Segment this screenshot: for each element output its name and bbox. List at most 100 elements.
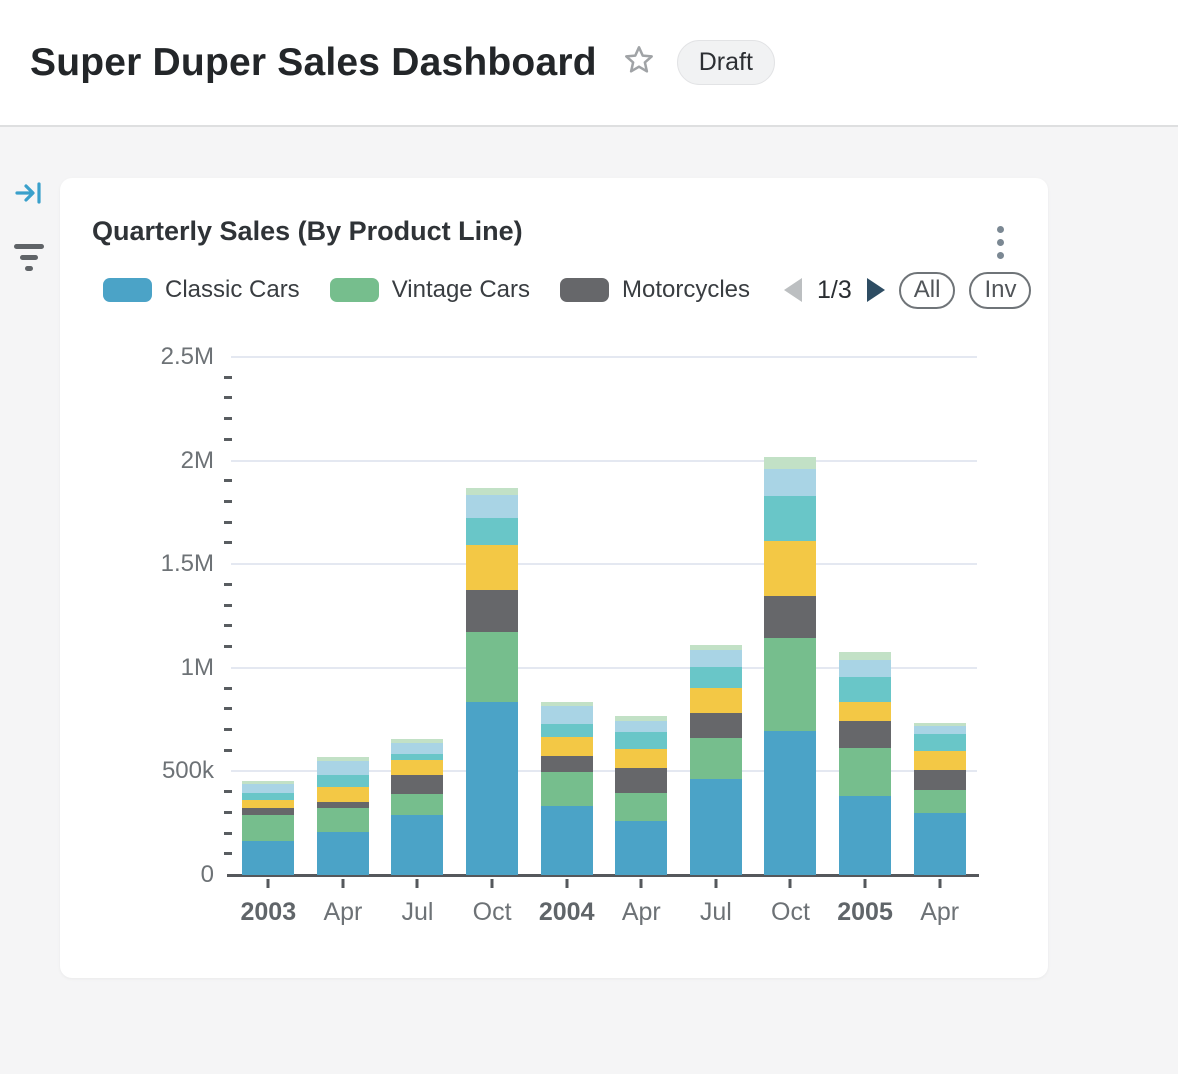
favorite-button[interactable] xyxy=(623,44,655,81)
bar-segment[interactable] xyxy=(466,518,519,545)
bar-segment[interactable] xyxy=(391,754,444,760)
bar-segment[interactable] xyxy=(242,807,295,815)
legend-invert-button[interactable]: Inv xyxy=(969,271,1032,309)
bar-segment[interactable] xyxy=(391,814,444,875)
bar-segment[interactable] xyxy=(540,772,593,806)
bar-segment[interactable] xyxy=(242,783,295,794)
bar-segment[interactable] xyxy=(316,801,369,809)
bar-segment[interactable] xyxy=(391,742,444,755)
bar-segment[interactable] xyxy=(316,760,369,776)
bar-segment[interactable] xyxy=(839,659,892,678)
legend-item-classic-cars[interactable]: Classic Cars xyxy=(103,276,300,304)
bar-segment[interactable] xyxy=(540,723,593,738)
legend-item-vintage-cars[interactable]: Vintage Cars xyxy=(329,276,530,304)
bar-segment[interactable] xyxy=(242,799,295,808)
y-axis-minor-tick xyxy=(224,624,232,628)
bar-segment[interactable] xyxy=(540,737,593,756)
bar-segment[interactable] xyxy=(913,734,966,751)
bar-segment[interactable] xyxy=(391,775,444,795)
bar-segment[interactable] xyxy=(764,638,817,731)
legend-prev-page-icon[interactable] xyxy=(784,278,803,302)
card-menu-button[interactable] xyxy=(993,222,1008,263)
bar-segment[interactable] xyxy=(689,649,742,668)
x-axis-tick xyxy=(266,879,270,888)
bar-segment[interactable] xyxy=(242,780,295,784)
bar-segment[interactable] xyxy=(839,702,892,721)
bar-segment[interactable] xyxy=(540,805,593,875)
bar-group: Apr xyxy=(306,357,381,926)
bar-segment[interactable] xyxy=(839,748,892,796)
bar-segment[interactable] xyxy=(764,541,817,596)
x-axis-tick xyxy=(938,879,942,888)
bar-segment[interactable] xyxy=(839,652,892,660)
bar-groups: 2003 Apr Jul Oct 2004 Apr Jul Oct 2005 Apr xyxy=(231,357,977,926)
legend-item-motorcycles[interactable]: Motorcycles xyxy=(560,276,750,304)
bar-segment[interactable] xyxy=(913,813,966,875)
bar-segment[interactable] xyxy=(316,831,369,875)
bar-segment[interactable] xyxy=(540,705,593,724)
bar-segment[interactable] xyxy=(391,738,444,743)
bar-segment[interactable] xyxy=(615,793,668,821)
bar-segment[interactable] xyxy=(839,677,892,703)
bar-segment[interactable] xyxy=(316,808,369,832)
stacked-bar xyxy=(466,488,519,875)
bar-segment[interactable] xyxy=(615,731,668,750)
bar-segment[interactable] xyxy=(242,814,295,841)
bar-segment[interactable] xyxy=(466,631,519,702)
bar-segment[interactable] xyxy=(615,749,668,769)
bar-segment[interactable] xyxy=(689,778,742,875)
bar-segment[interactable] xyxy=(615,820,668,875)
bar-segment[interactable] xyxy=(839,720,892,749)
bar-segment[interactable] xyxy=(316,756,369,761)
bar-segment[interactable] xyxy=(913,769,966,790)
collapse-sidebar-button[interactable] xyxy=(0,175,58,215)
legend-page-indicator: 1/3 xyxy=(817,275,852,304)
y-axis-minor-tick xyxy=(224,852,232,856)
bar-segment[interactable] xyxy=(913,789,966,814)
bar-segment[interactable] xyxy=(242,840,295,875)
bar-segment[interactable] xyxy=(839,795,892,875)
bar-segment[interactable] xyxy=(391,794,444,815)
bar-segment[interactable] xyxy=(391,759,444,776)
bar-segment[interactable] xyxy=(764,468,817,496)
page-title: Super Duper Sales Dashboard xyxy=(30,40,597,84)
bar-segment[interactable] xyxy=(540,755,593,773)
bar-segment[interactable] xyxy=(913,750,966,770)
bar-segment[interactable] xyxy=(913,723,966,727)
bar-segment[interactable] xyxy=(466,495,519,519)
bar-segment[interactable] xyxy=(764,457,817,469)
star-icon xyxy=(623,44,655,81)
bar-segment[interactable] xyxy=(466,488,519,496)
x-axis-label: Apr xyxy=(323,898,363,926)
legend-select-all-button[interactable]: All xyxy=(898,271,956,309)
dashboard-body: Quarterly Sales (By Product Line) Classi… xyxy=(0,127,1178,1072)
bar-segment[interactable] xyxy=(913,726,966,735)
bar-segment[interactable] xyxy=(316,786,369,802)
x-axis-tick xyxy=(490,879,494,888)
bar-segment[interactable] xyxy=(689,713,742,738)
bar-segment[interactable] xyxy=(615,715,668,721)
bar-segment[interactable] xyxy=(540,701,593,706)
bar-segment[interactable] xyxy=(689,667,742,688)
bar-segment[interactable] xyxy=(764,495,817,542)
y-axis-minor-tick xyxy=(224,810,232,814)
bar-segment[interactable] xyxy=(764,595,817,639)
bar-segment[interactable] xyxy=(242,793,295,800)
bar-segment[interactable] xyxy=(764,730,817,875)
y-axis-minor-tick xyxy=(224,520,232,524)
x-axis-label: Jul xyxy=(401,898,434,926)
bar-segment[interactable] xyxy=(615,768,668,794)
bar-segment[interactable] xyxy=(466,702,519,875)
x-axis-label: Apr xyxy=(920,898,960,926)
bar-segment[interactable] xyxy=(689,737,742,779)
bar-segment[interactable] xyxy=(466,544,519,591)
y-axis-minor-tick xyxy=(224,831,232,835)
bar-segment[interactable] xyxy=(615,720,668,732)
bar-segment[interactable] xyxy=(316,775,369,787)
filter-button[interactable] xyxy=(0,237,58,277)
bar-group: Oct xyxy=(753,357,828,926)
legend-next-page-icon[interactable] xyxy=(866,278,885,302)
bar-segment[interactable] xyxy=(466,590,519,632)
bar-segment[interactable] xyxy=(689,644,742,650)
bar-segment[interactable] xyxy=(689,687,742,714)
